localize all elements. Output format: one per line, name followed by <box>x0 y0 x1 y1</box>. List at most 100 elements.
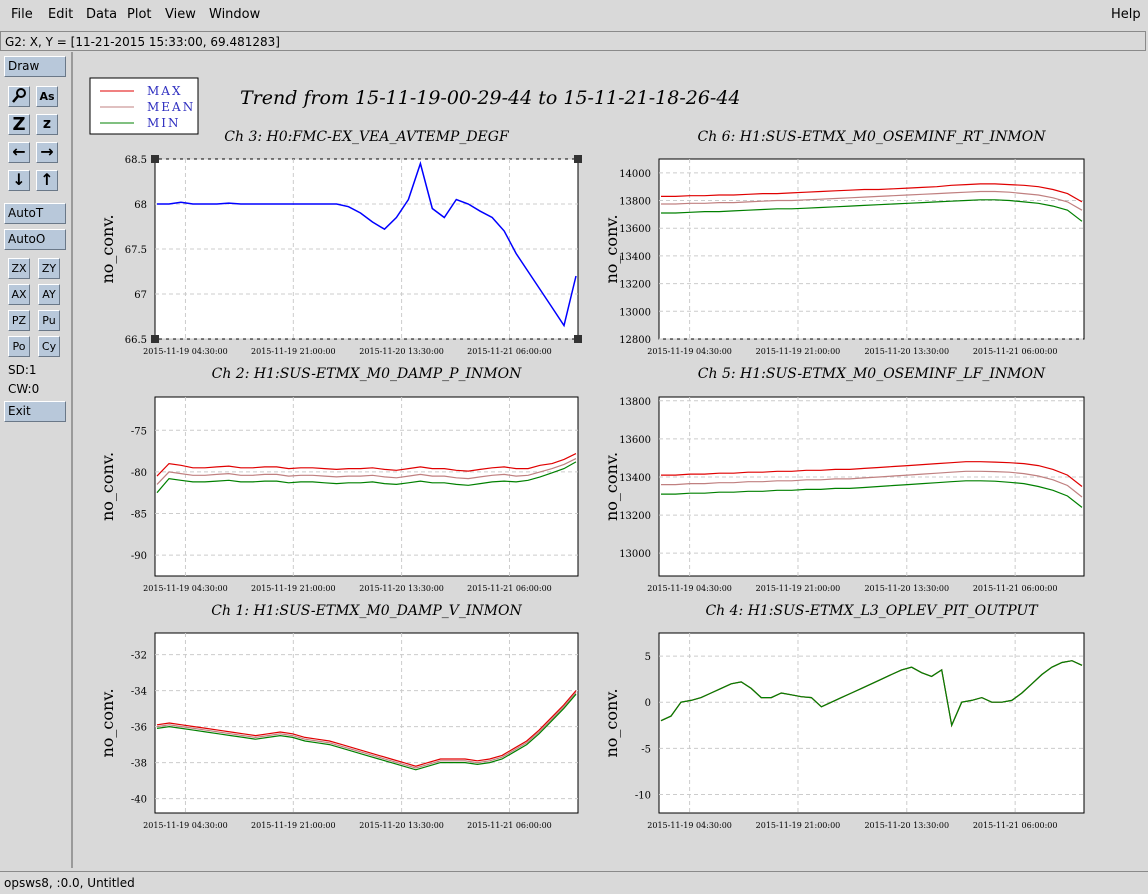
tool-palette: Draw As Z z ← → ↓ ↑ AutoT AutoO ZX ZY AX… <box>0 52 73 868</box>
chart-2-ytick-label: 13400 <box>619 252 651 263</box>
chart-3-ylabel: no_conv. <box>98 452 117 521</box>
chart-2-xtick-label: 2015-11-19 04:30:00 <box>647 347 732 356</box>
chart-2-xtick-label: 2015-11-19 21:00:00 <box>756 347 841 356</box>
chart-4-plot-frame <box>658 396 1085 577</box>
menu-data[interactable]: Data <box>86 7 118 22</box>
chart-4-series-min <box>661 480 1083 508</box>
chart-5-xtick-label: 2015-11-20 13:30:00 <box>359 821 444 830</box>
axis-scale-icon[interactable]: As <box>36 86 58 107</box>
selection-handle <box>151 335 159 343</box>
chart-6-xtick-label: 2015-11-20 13:30:00 <box>864 821 949 830</box>
chart-5-ytick-label: -32 <box>131 651 147 662</box>
legend-label-mean: MEAN <box>147 100 195 114</box>
chart-2-series-max <box>661 183 1083 203</box>
chart-2-ytick-label: 13600 <box>619 224 651 235</box>
chart-4-xtick-label: 2015-11-19 04:30:00 <box>647 584 732 593</box>
selection-handle <box>574 335 582 343</box>
chart-3-plot-frame <box>154 396 579 577</box>
chart-6-xtick-label: 2015-11-21 06:00:00 <box>973 821 1058 830</box>
zoom-in-icon[interactable]: Z <box>8 114 30 135</box>
chart-5-ytick-label: -38 <box>131 759 147 770</box>
po-button[interactable]: Po <box>8 336 30 357</box>
zoom-out-icon[interactable]: z <box>36 114 58 135</box>
chart-3-title: Ch 2: H1:SUS-ETMX_M0_DAMP_P_INMON <box>212 366 523 382</box>
menu-window[interactable]: Window <box>209 7 261 22</box>
chart-1-ytick-label: 68 <box>134 200 147 211</box>
chart-3-xtick-label: 2015-11-19 04:30:00 <box>143 584 228 593</box>
chart-2-series-min <box>661 199 1083 222</box>
chart-4-title: Ch 5: H1:SUS-ETMX_M0_OSEMINF_LF_INMON <box>698 366 1046 382</box>
ax-button[interactable]: AX <box>8 284 30 305</box>
draw-button[interactable]: Draw <box>4 56 66 77</box>
exit-button[interactable]: Exit <box>4 401 66 422</box>
chart-4-xtick-label: 2015-11-19 21:00:00 <box>756 584 841 593</box>
chart-4-xtick-label: 2015-11-21 06:00:00 <box>973 584 1058 593</box>
arrow-down-icon[interactable]: ↓ <box>8 170 30 191</box>
chart-1-series-line <box>157 160 577 328</box>
chart-4-ytick-label: 13400 <box>619 473 651 484</box>
autoo-button[interactable]: AutoO <box>4 229 66 250</box>
chart-4-series-mean <box>661 470 1083 498</box>
chart-2-plot-frame <box>658 158 1085 340</box>
chart-1-ytick-label: 67 <box>134 290 147 301</box>
chart-3-xtick-label: 2015-11-21 06:00:00 <box>467 584 552 593</box>
chart-6-series-min <box>660 660 1083 728</box>
menu-help[interactable]: Help <box>1111 7 1141 22</box>
chart-2-ytick-label: 13000 <box>619 307 651 318</box>
chart-3-ytick-label: -90 <box>131 551 147 562</box>
arrow-left-icon[interactable]: ← <box>8 142 30 163</box>
pu-button[interactable]: Pu <box>38 310 60 331</box>
chart-5-xtick-label: 2015-11-19 04:30:00 <box>143 821 228 830</box>
pz-button[interactable]: PZ <box>8 310 30 331</box>
chart-5-xtick-label: 2015-11-21 06:00:00 <box>467 821 552 830</box>
zx-button[interactable]: ZX <box>8 258 30 279</box>
chart-4-ytick-label: 13200 <box>619 511 651 522</box>
chart-3-xtick-label: 2015-11-20 13:30:00 <box>359 584 444 593</box>
chart-2-ylabel: no_conv. <box>602 214 621 283</box>
chart-4-ytick-label: 13600 <box>619 435 651 446</box>
chart-2-xtick-label: 2015-11-21 06:00:00 <box>973 347 1058 356</box>
zy-button[interactable]: ZY <box>38 258 60 279</box>
chart-3-series-max <box>156 453 577 477</box>
coordinate-readout: G2: X, Y = [11-21-2015 15:33:00, 69.4812… <box>0 31 1146 51</box>
chart-2-ytick-label: 13200 <box>619 280 651 291</box>
chart-6-ytick-label: 5 <box>645 652 651 663</box>
selection-handle <box>151 155 159 163</box>
menu-file[interactable]: File <box>11 7 33 22</box>
cw-label: CW:0 <box>8 382 40 396</box>
menu-edit[interactable]: Edit <box>48 7 74 22</box>
legend-box <box>89 77 199 135</box>
chart-1-ylabel: no_conv. <box>98 214 117 283</box>
arrow-up-icon[interactable]: ↑ <box>36 170 58 191</box>
chart-3-xtick-label: 2015-11-19 21:00:00 <box>251 584 336 593</box>
chart-6-series-max <box>660 660 1083 728</box>
chart-1-xtick-label: 2015-11-19 04:30:00 <box>143 347 228 356</box>
chart-1-xtick-label: 2015-11-20 13:30:00 <box>359 347 444 356</box>
menu-plot[interactable]: Plot <box>127 7 152 22</box>
chart-5-title: Ch 1: H1:SUS-ETMX_M0_DAMP_V_INMON <box>211 603 522 619</box>
chart-5-ylabel: no_conv. <box>98 688 117 757</box>
chart-3-series-min <box>156 461 577 494</box>
chart-1-xtick-label: 2015-11-19 21:00:00 <box>251 347 336 356</box>
chart-5-series-min <box>156 693 577 771</box>
chart-3-ytick-label: -85 <box>131 510 147 521</box>
chart-6-xtick-label: 2015-11-19 21:00:00 <box>756 821 841 830</box>
chart-6-ytick-label: -5 <box>641 744 651 755</box>
chart-5-series-mean <box>156 692 577 769</box>
chart-5-series-max <box>156 690 577 767</box>
chart-2-ytick-label: 12800 <box>619 335 651 346</box>
chart-5-ytick-label: -36 <box>131 723 147 734</box>
cy-button[interactable]: Cy <box>38 336 60 357</box>
chart-4-ylabel: no_conv. <box>602 452 621 521</box>
arrow-right-icon[interactable]: → <box>36 142 58 163</box>
sd-label: SD:1 <box>8 363 37 377</box>
magnify-icon[interactable] <box>8 86 30 107</box>
chart-5-ytick-label: -40 <box>131 795 147 806</box>
menu-view[interactable]: View <box>165 7 196 22</box>
ay-button[interactable]: AY <box>38 284 60 305</box>
status-bar: opsws8, :0.0, Untitled <box>0 871 1148 894</box>
autot-button[interactable]: AutoT <box>4 203 66 224</box>
legend-label-max: MAX <box>147 84 183 98</box>
chart-6-plot-frame <box>658 632 1085 814</box>
